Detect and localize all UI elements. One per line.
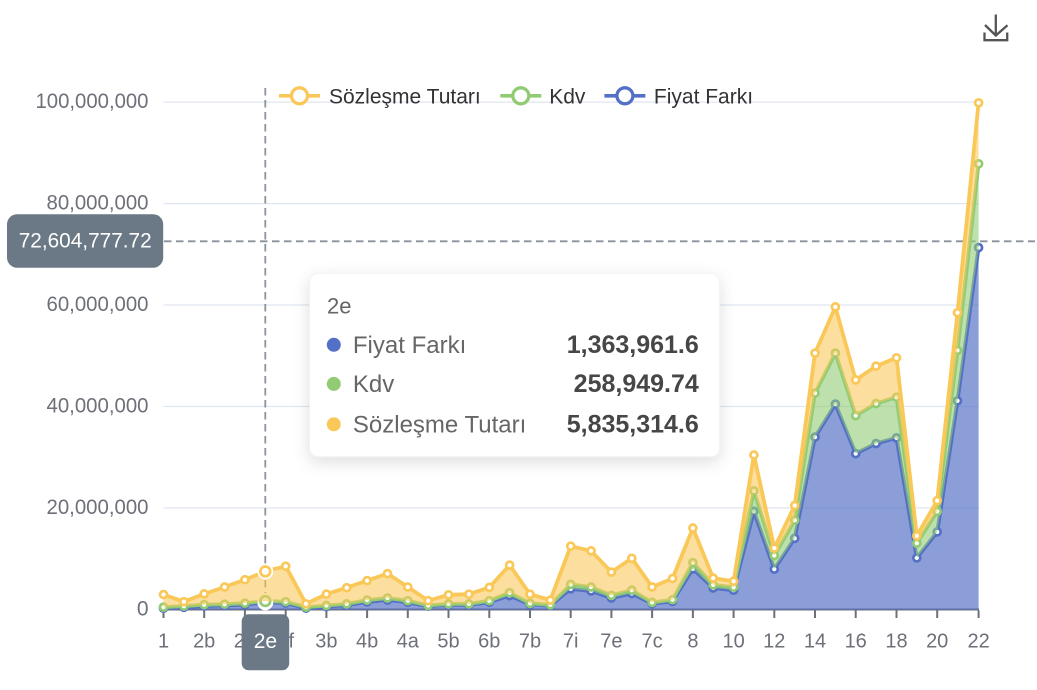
svg-text:3b: 3b [315,631,337,653]
svg-text:0: 0 [137,598,149,621]
svg-text:5,835,314.6: 5,835,314.6 [567,411,699,439]
svg-text:2b: 2b [193,631,215,653]
svg-text:80,000,000: 80,000,000 [47,192,149,215]
svg-text:7b: 7b [519,631,541,653]
svg-text:1,363,961.6: 1,363,961.6 [567,331,699,359]
svg-text:2e: 2e [327,293,351,318]
svg-text:40,000,000: 40,000,000 [47,395,149,418]
svg-text:Sözleşme Tutarı: Sözleşme Tutarı [353,412,526,439]
svg-text:72,604,777.72: 72,604,777.72 [19,230,152,253]
svg-text:22: 22 [967,631,989,653]
svg-text:Kdv: Kdv [353,371,394,398]
svg-text:8: 8 [687,631,698,653]
svg-text:Fiyat Farkı: Fiyat Farkı [654,85,753,108]
svg-text:10: 10 [722,631,744,653]
svg-text:Kdv: Kdv [549,85,586,108]
svg-text:5b: 5b [437,631,459,653]
svg-text:7c: 7c [642,631,663,653]
svg-text:7e: 7e [600,631,622,653]
svg-text:Sözleşme Tutarı: Sözleşme Tutarı [329,85,481,108]
svg-text:60,000,000: 60,000,000 [47,293,149,316]
svg-text:2e: 2e [254,630,277,653]
svg-text:258,949.74: 258,949.74 [574,370,699,398]
svg-text:6b: 6b [478,631,500,653]
svg-text:16: 16 [845,631,867,653]
svg-text:4b: 4b [356,631,378,653]
svg-text:20,000,000: 20,000,000 [47,496,149,519]
svg-text:4a: 4a [397,631,420,653]
svg-text:12: 12 [763,631,785,653]
svg-text:20: 20 [926,631,948,653]
svg-text:18: 18 [885,631,907,653]
svg-text:14: 14 [804,631,826,653]
svg-text:7i: 7i [563,631,579,653]
svg-text:100,000,000: 100,000,000 [36,90,149,113]
svg-text:1: 1 [158,631,169,653]
svg-text:Fiyat Farkı: Fiyat Farkı [353,332,466,359]
